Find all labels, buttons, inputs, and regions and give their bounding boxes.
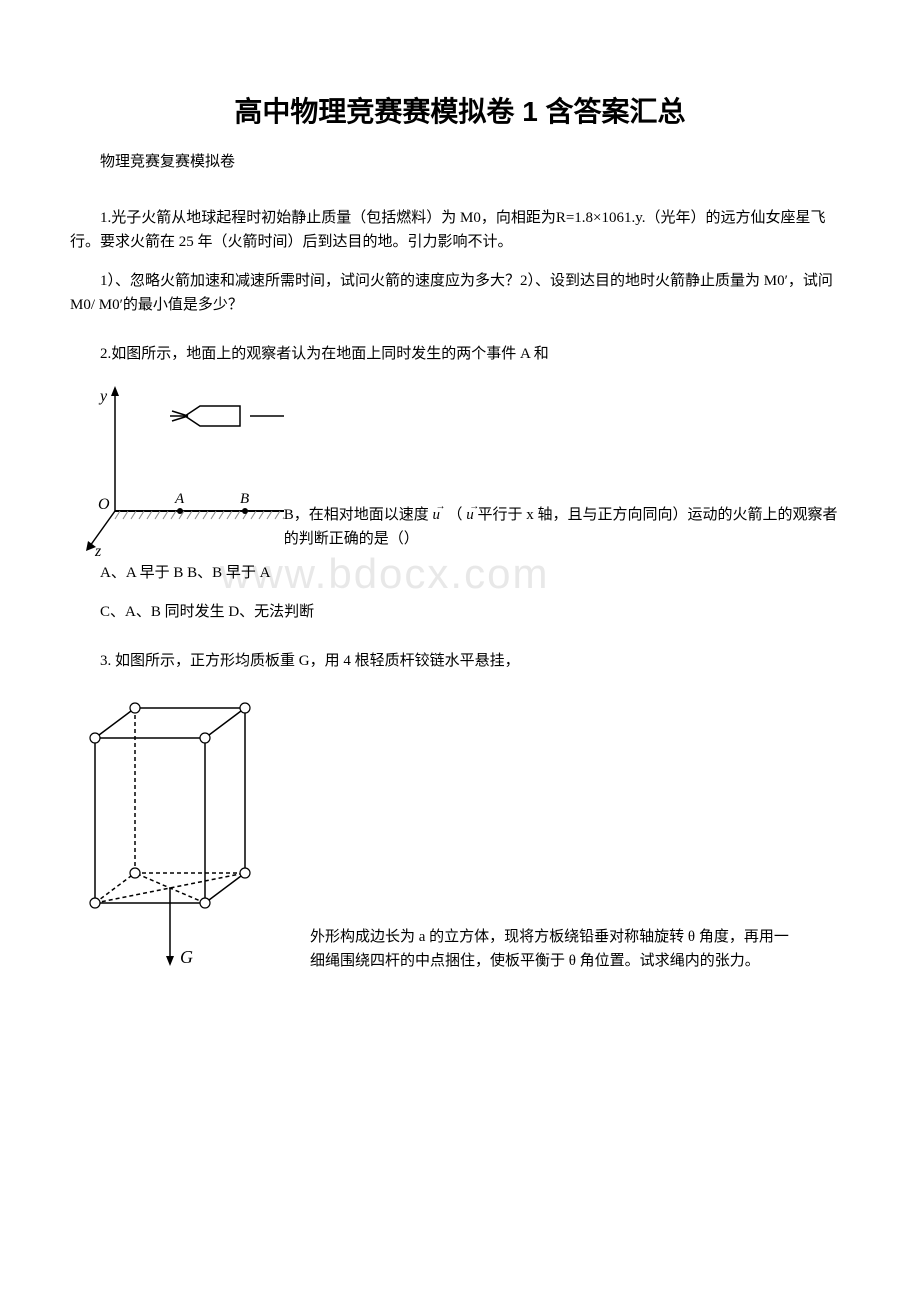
point-a-label: A	[174, 491, 185, 507]
point-b-label: B	[240, 491, 249, 507]
problem3-figure-svg: G	[70, 688, 270, 978]
problem2-figure-svg: y x z O	[70, 381, 284, 556]
problem2-option-a: A、A 早于 B B、B 早于 A	[70, 561, 850, 585]
axis-label-z: z	[94, 543, 102, 556]
problem2-option-b: C、A、B 同时发生 D、无法判断	[70, 600, 850, 624]
problem2-figure-row: y x z O	[70, 381, 850, 556]
problem3-continuation: 外形构成边长为 a 的立方体，现将方板绕铅垂对称轴旋转 θ 角度，再用一细绳围绕…	[270, 925, 790, 978]
document-title: 高中物理竞赛赛模拟卷 1 含答案汇总	[70, 90, 850, 130]
problem2-continuation: B，在相对地面以速度 u→ （ u→ 平行于 x 轴，且与正方向同向）运动的火箭…	[284, 503, 850, 556]
problem2-intro: 2.如图所示，地面上的观察者认为在地面上同时发生的两个事件 A 和	[70, 342, 850, 366]
problem1-text1: 1.光子火箭从地球起程时初始静止质量（包括燃料）为 M0，向相距为R=1.8×1…	[70, 206, 850, 254]
rocket-icon	[170, 406, 240, 426]
document-content: 高中物理竞赛赛模拟卷 1 含答案汇总 物理竞赛复赛模拟卷 1.光子火箭从地球起程…	[70, 90, 850, 978]
weight-g-label: G	[180, 947, 193, 967]
problem3-figure-row: G 外形构成边长为 a 的立方体，现将方板绕铅垂对称轴旋转 θ 角度，再用一细绳…	[70, 688, 850, 978]
problem3-intro: 3. 如图所示，正方形均质板重 G，用 4 根轻质杆铰链水平悬挂，	[70, 649, 850, 673]
problem1-text2: 1）、忽略火箭加速和减速所需时间，试问火箭的速度应为多大？2）、设到达目的地时火…	[70, 269, 850, 317]
document-subtitle: 物理竞赛复赛模拟卷	[70, 150, 850, 171]
origin-label: O	[98, 496, 110, 513]
axis-label-y: y	[98, 388, 108, 405]
